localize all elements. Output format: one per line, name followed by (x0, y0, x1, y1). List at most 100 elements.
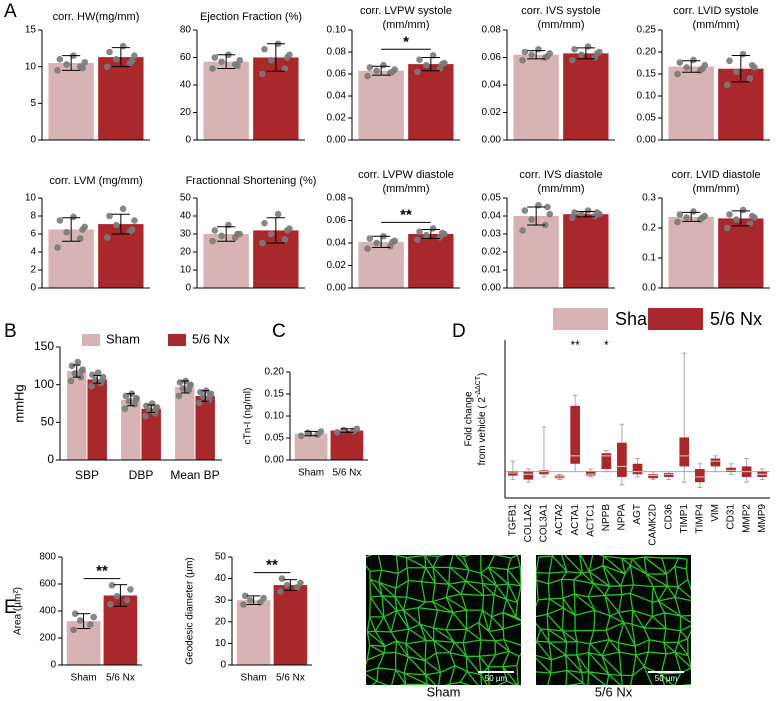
data-point (544, 52, 551, 60)
data-point (593, 209, 601, 216)
data-point (206, 391, 214, 399)
data-point (519, 227, 526, 234)
bar (563, 214, 609, 288)
scale-bar-label: 50 µm (485, 674, 508, 683)
y-tick-label: 0.3 (642, 193, 656, 204)
y-tick-label: 0.00 (327, 283, 347, 294)
data-point (103, 63, 111, 70)
data-point (90, 613, 97, 621)
box (539, 470, 549, 475)
data-point (261, 45, 268, 53)
data-point (123, 596, 131, 604)
data-point (333, 428, 341, 436)
box (601, 453, 612, 470)
y-tick-label: 100 (34, 377, 54, 391)
data-point (568, 56, 576, 64)
data-point (108, 582, 116, 589)
data-point (87, 621, 94, 628)
data-point (175, 392, 183, 400)
y-tick-label: 0.05 (637, 113, 657, 124)
data-point (733, 216, 740, 223)
y-tick-label: 0.00 (265, 455, 285, 466)
data-point (268, 56, 275, 64)
y-tick-label: 40 (180, 80, 192, 91)
box (570, 405, 580, 464)
y-tick-label: 0.05 (482, 193, 502, 204)
data-point (297, 432, 305, 440)
chart-title: (mm/mm) (692, 19, 739, 31)
y-tick-label: 80 (180, 25, 192, 36)
x-tick-label: MMP2 (741, 504, 752, 533)
bar (141, 408, 161, 460)
data-point (571, 45, 578, 53)
data-point (76, 617, 84, 624)
bar (563, 53, 609, 140)
bar (668, 66, 714, 140)
box (585, 471, 596, 476)
chart-title: corr. LVPW systole (360, 5, 452, 17)
data-point (413, 236, 421, 243)
y-tick-label: 0.01 (482, 265, 502, 276)
data-point (283, 227, 291, 234)
y-tick-label: 10 (180, 265, 192, 276)
data-point (578, 210, 585, 218)
y-tick-label: 0 (185, 283, 191, 294)
data-point (71, 610, 79, 617)
y-tick-label: 20 (215, 616, 227, 627)
data-point (113, 592, 121, 600)
y-tick-label: 50 (180, 193, 192, 204)
data-point (283, 581, 291, 589)
data-point (438, 229, 446, 237)
y-tick-label: 0.08 (327, 47, 347, 58)
data-point (571, 209, 578, 216)
data-point (528, 216, 535, 223)
x-tick-label: Sham (298, 468, 324, 479)
data-point (373, 67, 380, 74)
data-point (317, 428, 325, 435)
box (695, 469, 705, 483)
data-point (690, 208, 697, 215)
panel-label: A (4, 1, 17, 22)
data-point (423, 231, 430, 239)
y-tick-label: 0.00 (327, 135, 347, 146)
data-point (68, 362, 76, 370)
data-point (132, 396, 139, 404)
y-tick-label: 0.02 (327, 113, 347, 124)
y-tick-label: 0.02 (482, 247, 502, 258)
x-tick-label: CAMK2D (648, 504, 659, 546)
data-point (429, 225, 437, 232)
data-point (74, 358, 82, 366)
data-point (593, 50, 601, 57)
data-point (79, 64, 86, 72)
significance-label: ** (400, 206, 412, 223)
y-tick-label: 50 (215, 552, 227, 563)
chart-title: (mm/mm) (537, 183, 584, 195)
data-point (70, 626, 77, 634)
y-tick-label: 0 (220, 660, 226, 671)
y-tick-label: 0.04 (327, 238, 347, 249)
y-tick-label: 0.08 (327, 193, 347, 204)
cell-membrane (366, 555, 521, 685)
y-tick-label: 0.02 (327, 260, 347, 271)
bar (195, 395, 215, 460)
data-point (364, 72, 371, 80)
data-point (281, 236, 289, 243)
data-point (726, 57, 733, 65)
data-point (699, 65, 706, 73)
x-tick-label: ACTA2 (554, 504, 565, 536)
data-point (373, 239, 380, 247)
micrograph (536, 555, 691, 685)
x-tick-label: TGFB1 (507, 504, 518, 537)
bar (513, 216, 559, 288)
bar (668, 216, 714, 288)
data-point (196, 399, 203, 407)
data-point (674, 218, 681, 226)
data-point (389, 68, 396, 76)
chart-title: (mm/mm) (382, 19, 429, 31)
data-point (258, 239, 266, 247)
chart-title: Fractionnal Shortening (%) (186, 175, 317, 187)
data-point (106, 212, 113, 220)
data-point (78, 367, 85, 375)
bar (175, 386, 195, 460)
data-point (98, 377, 106, 385)
